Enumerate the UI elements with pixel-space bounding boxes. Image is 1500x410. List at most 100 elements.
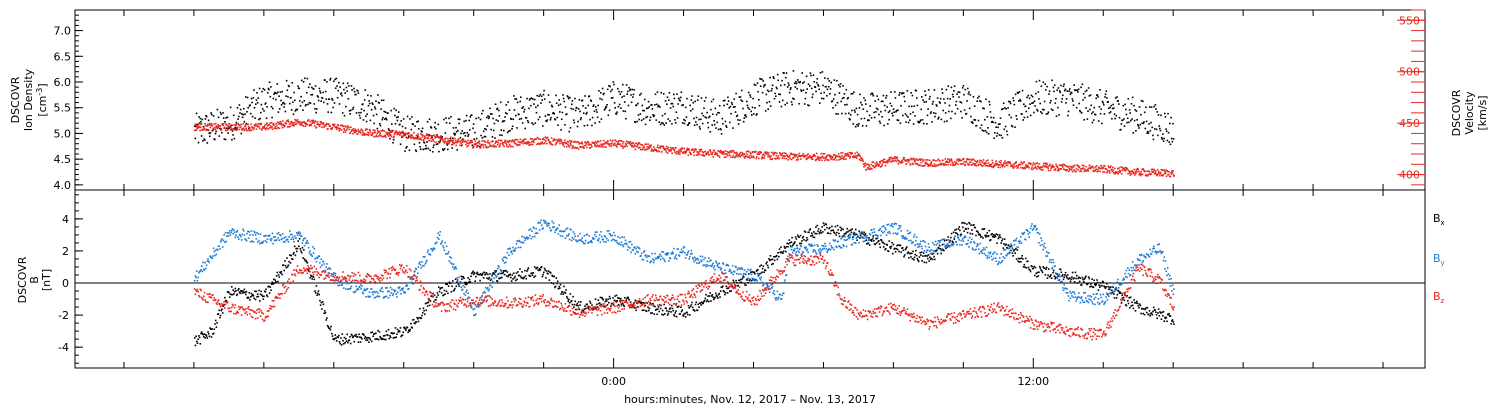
- velocity-point: [412, 137, 415, 140]
- bx-point: [690, 304, 693, 306]
- bx-point: [594, 298, 597, 300]
- ion-density-axis-title-line-2: Ion Density: [22, 68, 35, 131]
- velocity-point: [1173, 175, 1175, 177]
- bx-point: [383, 338, 386, 341]
- ion-density-point: [848, 112, 850, 115]
- bx-point: [274, 279, 276, 281]
- bx-point: [671, 304, 673, 307]
- velocity-point: [471, 141, 474, 143]
- ion-density-point: [837, 113, 839, 115]
- bx-point: [207, 331, 209, 333]
- ion-density-point: [227, 132, 229, 134]
- velocity-point: [842, 156, 845, 158]
- velocity-point: [224, 129, 227, 132]
- ion-density-axis-unit: [cm-3]: [35, 83, 49, 116]
- ion-density-point: [1172, 138, 1175, 140]
- velocity-point: [366, 134, 369, 136]
- ion-density-point: [343, 114, 346, 117]
- ion-density-point: [1006, 130, 1008, 133]
- velocity-point: [800, 158, 802, 160]
- ion-density-point: [1165, 128, 1167, 130]
- velocity-point: [666, 147, 668, 150]
- bx-point: [227, 291, 230, 293]
- ion-density-point: [661, 114, 664, 117]
- velocity-point: [532, 139, 535, 141]
- ion-density-point: [522, 106, 525, 108]
- velocity-point: [747, 150, 749, 153]
- velocity-point: [1080, 170, 1083, 172]
- velocity-point: [753, 156, 755, 159]
- bx-point: [256, 293, 259, 295]
- velocity-point: [304, 125, 307, 127]
- velocity-point: [442, 138, 444, 141]
- ion-density-point: [776, 87, 778, 90]
- ion-density-point: [240, 132, 243, 135]
- bx-point: [547, 272, 549, 275]
- bx-point: [429, 300, 432, 302]
- bx-point: [746, 279, 749, 281]
- bx-point: [993, 236, 995, 238]
- bx-point: [695, 301, 697, 304]
- velocity-point: [576, 147, 578, 149]
- bx-point: [913, 256, 916, 259]
- bx-point: [917, 260, 920, 263]
- velocity-point: [855, 157, 858, 159]
- velocity-point: [197, 127, 199, 129]
- bx-point: [957, 228, 960, 230]
- bx-point: [771, 258, 774, 261]
- ion-density-point: [976, 100, 978, 102]
- ion-density-point: [708, 115, 711, 118]
- velocity-point: [868, 163, 870, 166]
- ion-density-point: [1027, 94, 1029, 97]
- ion-density-point: [672, 105, 674, 108]
- velocity-point: [909, 164, 912, 166]
- bx-point: [1105, 286, 1107, 288]
- ion-density-point: [881, 116, 883, 118]
- bx-point: [502, 271, 504, 274]
- ion-density-point: [384, 111, 387, 113]
- velocity-point: [329, 125, 332, 127]
- velocity-point: [239, 126, 242, 128]
- velocity-point: [943, 164, 946, 166]
- bx-point: [612, 297, 614, 299]
- ion-density-point: [305, 103, 307, 106]
- velocity-point: [717, 155, 720, 157]
- ion-density-point: [1157, 114, 1160, 116]
- velocity-point: [599, 140, 602, 142]
- velocity-point: [1157, 169, 1159, 171]
- bx-point: [770, 258, 772, 261]
- velocity-point: [721, 151, 724, 154]
- ion-density-point: [1138, 106, 1141, 108]
- ion-density-point: [576, 125, 579, 128]
- ion-density-point: [944, 102, 946, 104]
- velocity-point: [1129, 172, 1131, 174]
- velocity-point: [947, 163, 950, 166]
- ion-density-point: [334, 78, 336, 81]
- velocity-point: [701, 151, 704, 153]
- velocity-point: [1035, 166, 1037, 169]
- bx-point: [1087, 276, 1090, 278]
- velocity-point: [286, 126, 289, 128]
- bx-point: [633, 307, 636, 309]
- ion-density-point: [538, 95, 540, 98]
- velocity-point: [1025, 164, 1027, 166]
- ion-density-point: [671, 102, 674, 105]
- bx-point: [791, 236, 793, 239]
- bx-point: [354, 335, 357, 337]
- velocity-point: [970, 163, 973, 166]
- velocity-point: [432, 134, 435, 136]
- bx-point: [711, 294, 714, 296]
- velocity-point: [313, 122, 315, 124]
- bx-point: [494, 270, 496, 272]
- velocity-point: [791, 153, 794, 156]
- ion-density-point: [690, 99, 693, 101]
- velocity-point: [194, 124, 196, 126]
- bx-point: [575, 308, 577, 311]
- velocity-point: [492, 144, 495, 146]
- velocity-point: [845, 154, 848, 157]
- ion-density-point: [437, 123, 440, 126]
- velocity-point: [518, 143, 520, 146]
- velocity-point: [629, 143, 631, 145]
- ion-density-point: [516, 127, 518, 129]
- bx-point: [261, 294, 263, 296]
